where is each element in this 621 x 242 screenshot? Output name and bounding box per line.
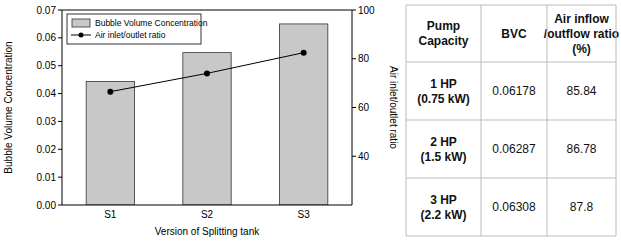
y2-tick	[352, 10, 356, 11]
y2-tick	[352, 156, 356, 157]
y-tick-label: 0.06	[37, 32, 57, 43]
y-axis-title: Bubble Volume Concentration	[3, 41, 14, 173]
table-cell-text: BVC	[501, 27, 527, 41]
y-tick	[58, 121, 62, 122]
y2-tick-label: 80	[358, 53, 370, 64]
x-axis-title: Version of Splitting tank	[155, 226, 261, 237]
table-cell-text: 85.84	[566, 84, 596, 98]
legend-label: Air inlet/outlet ratio	[95, 30, 166, 40]
y-tick	[58, 65, 62, 66]
y-tick	[58, 93, 62, 94]
table-cell-text: Air inflow	[554, 12, 609, 26]
legend: Bubble Volume Concentration Air inlet/out…	[67, 14, 208, 44]
legend-swatch	[72, 19, 90, 27]
y2-tick	[352, 107, 356, 108]
y-tick	[58, 149, 62, 150]
y-tick-label: 0.05	[37, 60, 57, 71]
x-tick-label: S2	[201, 209, 214, 220]
table-cell-text: Pump	[427, 19, 460, 33]
table-cell-text: (0.75 kW)	[417, 92, 470, 106]
marker	[107, 89, 113, 95]
table-border	[406, 5, 616, 6]
y-tick-label: 0.01	[37, 172, 57, 183]
table-border	[406, 178, 616, 179]
table-cell-text: 0.06287	[492, 142, 536, 156]
y-tick	[58, 205, 62, 206]
y2-tick-label: 40	[358, 151, 370, 162]
table-cell-text: 1 HP	[430, 77, 457, 91]
table-cell-text: Capacity	[418, 34, 468, 48]
table-border	[481, 5, 482, 236]
table-border	[406, 5, 407, 236]
y-tick-label: 0.04	[37, 88, 57, 99]
bar	[280, 24, 328, 205]
table-cell-text: /outflow ratio	[544, 27, 619, 41]
table-cell-text: 87.8	[570, 200, 594, 214]
y2-tick-label: 100	[358, 5, 375, 16]
x-tick-label: S1	[104, 209, 117, 220]
table-cell-text: (%)	[572, 42, 591, 56]
y2-tick	[352, 58, 356, 59]
y-tick-label: 0.03	[37, 116, 57, 127]
table-border	[406, 62, 616, 63]
table-border	[616, 5, 617, 236]
table-border	[406, 120, 616, 121]
y-tick	[58, 37, 62, 38]
y-tick-label: 0.02	[37, 144, 57, 155]
plot-area	[86, 24, 328, 205]
x-tick-label: S3	[298, 209, 311, 220]
table-cell-text: 2 HP	[430, 135, 457, 149]
table-border	[406, 236, 616, 237]
table-cell-text: 0.06178	[492, 84, 536, 98]
table-border	[547, 5, 548, 236]
y2-tick-label: 60	[358, 102, 370, 113]
line	[110, 53, 303, 92]
marker	[204, 70, 210, 76]
table: PumpCapacityBVCAir inflow/outflow ratio(…	[406, 5, 619, 236]
y-tick	[58, 177, 62, 178]
legend-marker	[79, 33, 84, 38]
table-cell-text: 0.06308	[492, 200, 536, 214]
y-tick-label: 0.00	[37, 200, 57, 211]
table-cell-text: (1.5 kW)	[420, 150, 466, 164]
x-axis	[62, 205, 352, 206]
y-tick-label: 0.07	[37, 5, 57, 16]
y2-axis-title: Air inlet/outlet ratio	[388, 66, 399, 149]
table-cell-text: 86.78	[566, 142, 596, 156]
table-cell-text: (2.2 kW)	[420, 208, 466, 222]
table-cell-text: 3 HP	[430, 193, 457, 207]
frame-top	[62, 10, 352, 11]
bar	[183, 53, 231, 205]
y-tick	[58, 10, 62, 11]
y-axis	[62, 10, 63, 205]
figure: 0.00 0.01 0.02 0.03 0.04 0.05 0.06 0.07 40 60 80 10…	[0, 0, 621, 242]
bar	[86, 82, 134, 205]
marker	[301, 50, 307, 56]
legend-label: Bubble Volume Concentration	[95, 18, 208, 28]
